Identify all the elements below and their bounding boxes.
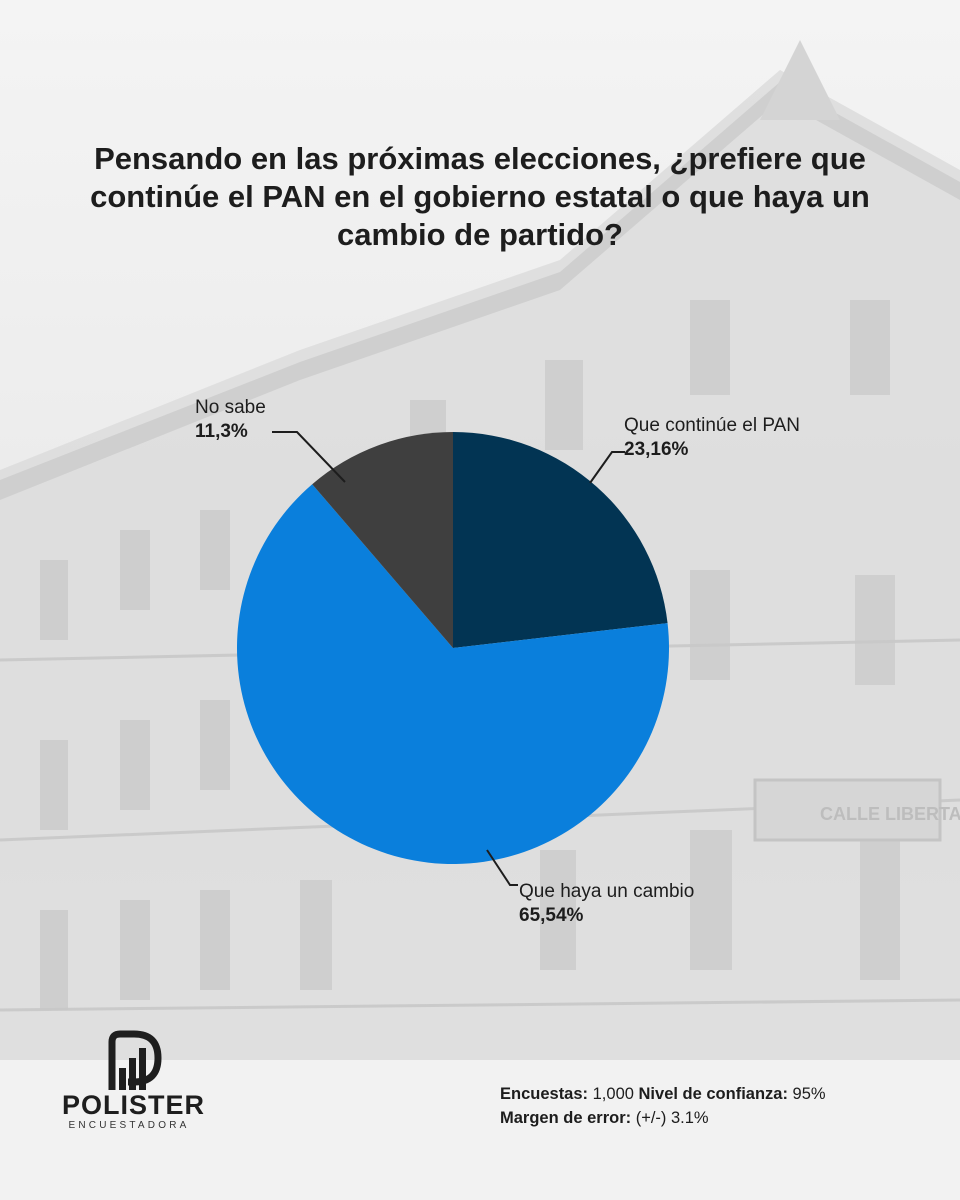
brand-tagline: ENCUESTADORA bbox=[68, 1120, 190, 1131]
chart-title: Pensando en las próximas elecciones, ¿pr… bbox=[90, 141, 870, 252]
slice-value: 11,3% bbox=[195, 421, 248, 442]
footnote-label: Nivel de confianza: bbox=[638, 1085, 788, 1103]
footnote-label: Margen de error: bbox=[500, 1109, 632, 1127]
brand-name: POLISTER bbox=[62, 1090, 206, 1120]
leader-line-change bbox=[486, 849, 518, 886]
leader-line-nosabe bbox=[272, 431, 346, 483]
slice-label-change: Que haya un cambio 65,54% bbox=[519, 880, 694, 928]
leader-line-continue bbox=[589, 451, 625, 484]
svg-text:CALLE LIBERTAD: CALLE LIBERTAD bbox=[820, 804, 960, 824]
slice-value: 23,16% bbox=[624, 439, 689, 460]
slice-name: No sabe bbox=[195, 397, 266, 418]
polister-logo-icon bbox=[108, 1030, 162, 1090]
slice-value: 65,54% bbox=[519, 905, 584, 926]
slice-name: Que haya un cambio bbox=[519, 881, 695, 902]
footnote-value: 1,000 bbox=[588, 1085, 639, 1103]
footnote-label: Encuestas: bbox=[500, 1085, 589, 1103]
slice-name: Que continúe el PAN bbox=[624, 415, 801, 436]
footnote-line-1: Encuestas: 1,000 Nivel de confianza: 95% bbox=[500, 1082, 826, 1106]
footnote-value: 95% bbox=[787, 1085, 826, 1103]
footnote-value: (+/-) 3.1% bbox=[631, 1109, 709, 1127]
pie-slice-2 bbox=[312, 432, 453, 648]
pie-slice-0 bbox=[453, 432, 668, 648]
slice-label-nosabe: No sabe 11,3% bbox=[195, 396, 266, 444]
survey-footnote: Encuestas: 1,000 Nivel de confianza: 95%… bbox=[500, 1082, 826, 1130]
pie-slice-1 bbox=[237, 484, 669, 864]
footnote-line-2: Margen de error: (+/-) 3.1% bbox=[500, 1106, 826, 1130]
slice-label-continue: Que continúe el PAN 23,16% bbox=[624, 414, 800, 462]
